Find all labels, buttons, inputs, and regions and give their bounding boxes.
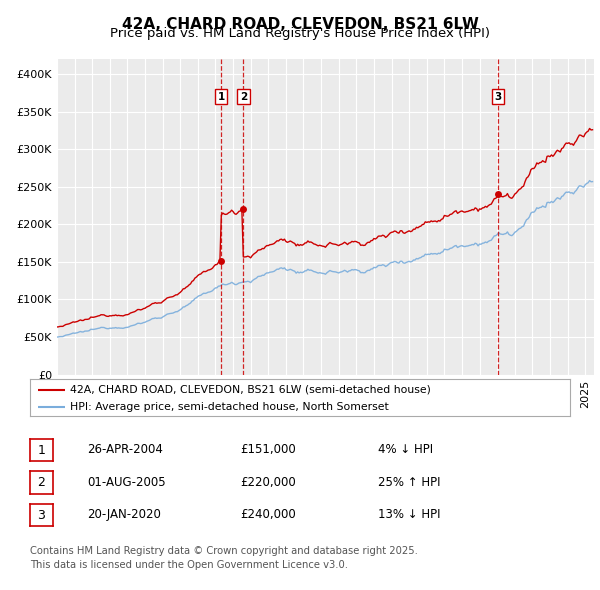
Text: 3: 3: [37, 509, 46, 522]
Text: Contains HM Land Registry data © Crown copyright and database right 2025.
This d: Contains HM Land Registry data © Crown c…: [30, 546, 418, 570]
Text: Price paid vs. HM Land Registry's House Price Index (HPI): Price paid vs. HM Land Registry's House …: [110, 27, 490, 40]
Text: 2: 2: [239, 91, 247, 101]
Text: 2: 2: [37, 476, 46, 489]
Text: 01-AUG-2005: 01-AUG-2005: [87, 476, 166, 489]
Text: 13% ↓ HPI: 13% ↓ HPI: [378, 508, 440, 521]
Text: £240,000: £240,000: [240, 508, 296, 521]
Text: 3: 3: [494, 91, 502, 101]
Text: 42A, CHARD ROAD, CLEVEDON, BS21 6LW (semi-detached house): 42A, CHARD ROAD, CLEVEDON, BS21 6LW (sem…: [71, 385, 431, 395]
Text: 26-APR-2004: 26-APR-2004: [87, 443, 163, 456]
Text: 42A, CHARD ROAD, CLEVEDON, BS21 6LW: 42A, CHARD ROAD, CLEVEDON, BS21 6LW: [122, 17, 478, 31]
Text: £151,000: £151,000: [240, 443, 296, 456]
Text: HPI: Average price, semi-detached house, North Somerset: HPI: Average price, semi-detached house,…: [71, 402, 389, 412]
Text: 4% ↓ HPI: 4% ↓ HPI: [378, 443, 433, 456]
Text: 20-JAN-2020: 20-JAN-2020: [87, 508, 161, 521]
Text: 25% ↑ HPI: 25% ↑ HPI: [378, 476, 440, 489]
Text: £220,000: £220,000: [240, 476, 296, 489]
Text: 1: 1: [37, 444, 46, 457]
Text: 1: 1: [217, 91, 225, 101]
